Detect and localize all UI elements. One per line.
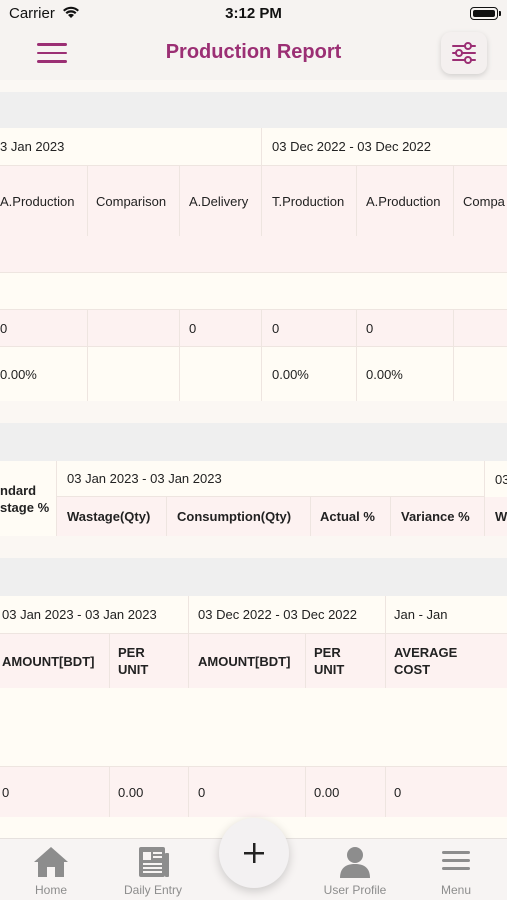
nav-user-profile[interactable]: User Profile: [312, 839, 398, 900]
status-bar: Carrier 3:12 PM: [0, 0, 507, 28]
column-header: ndard stage %: [0, 461, 57, 536]
app-header: Production Report: [0, 28, 507, 80]
header-line: PER: [314, 645, 341, 660]
table3-blank-row: [0, 688, 507, 766]
value-cell: 0: [262, 310, 357, 346]
column-header: Comparison: [88, 166, 180, 236]
table3-period-row: 03 Jan 2023 - 03 Jan 2023 03 Dec 2022 - …: [0, 596, 507, 633]
percent-cell: [180, 347, 262, 401]
column-header: PER UNIT: [306, 634, 386, 688]
nav-label: Daily Entry: [123, 883, 182, 897]
nav-daily-entry[interactable]: Daily Entry: [112, 839, 194, 900]
percent-cell: 0.00%: [0, 347, 88, 401]
column-header: Consumption(Qty): [167, 497, 311, 536]
column-header: Actual %: [311, 497, 391, 536]
spacer: [0, 536, 507, 558]
period-cell: 03 Jan 2023 - 03 Jan 2023: [0, 596, 189, 633]
header-line: AVERAGE: [394, 645, 458, 660]
table2-column-row: Wastage(Qty) Consumption(Qty) Actual % V…: [57, 497, 507, 536]
plus-icon: [244, 843, 264, 863]
column-header: Compa: [463, 193, 505, 209]
value-cell: 0: [394, 784, 402, 800]
hamburger-icon[interactable]: [37, 43, 67, 63]
column-header: A.Production: [0, 166, 88, 236]
sliders-icon: [452, 42, 476, 64]
column-header: T.Production: [262, 166, 357, 236]
period-cell: 03: [495, 471, 507, 487]
table1-blank-row: [0, 236, 507, 272]
table-row: 0.00% 0.00% 0.00%: [0, 347, 507, 401]
period-cell: Jan - Jan: [394, 607, 448, 622]
nav-label: User Profile: [323, 883, 387, 897]
table-row: 0 0.00 0 0.00 0: [0, 767, 507, 817]
header-line: ndard: [0, 482, 37, 498]
value-cell: 0: [180, 310, 262, 346]
value-cell: 0: [0, 767, 110, 817]
nav-label: Menu: [440, 883, 472, 897]
column-header: A.Production: [357, 166, 454, 236]
percent-cell: 0.00%: [262, 347, 357, 401]
table3-header-row: AMOUNT[BDT] PER UNIT AMOUNT[BDT] PER UNI…: [0, 634, 507, 688]
table1-header-row: A.Production Comparison A.Delivery T.Pro…: [0, 166, 507, 236]
value-cell: 0: [357, 310, 454, 346]
table1-period-row: 3 Jan 2023 03 Dec 2022 - 03 Dec 2022: [0, 128, 507, 165]
section-band-2: [0, 423, 507, 461]
nav-home[interactable]: Home: [14, 839, 88, 900]
percent-cell: [88, 347, 180, 401]
filter-button[interactable]: [441, 32, 487, 74]
value-cell: [88, 310, 180, 346]
column-header: A.Delivery: [180, 166, 262, 236]
status-time: 3:12 PM: [225, 5, 282, 22]
header-line: COST: [394, 662, 431, 677]
header-line: UNIT: [118, 662, 149, 677]
header-line: UNIT: [314, 662, 345, 677]
column-header: PER UNIT: [110, 634, 189, 688]
header-line: PER: [118, 645, 145, 660]
period-cell: 03 Jan 2023 - 03 Jan 2023: [57, 461, 485, 497]
newspaper-icon: [139, 847, 169, 877]
value-cell: [454, 310, 507, 346]
column-header: AMOUNT[BDT]: [0, 634, 110, 688]
period-cell: 03 Dec 2022 - 03 Dec 2022: [272, 139, 431, 154]
page-title: Production Report: [165, 41, 342, 63]
user-icon: [340, 847, 370, 878]
column-header: AVERAGE COST: [386, 634, 507, 688]
spacer: [0, 401, 507, 423]
table-row: 0 0 0 0: [0, 310, 507, 346]
add-button[interactable]: [219, 818, 289, 888]
section-band-1: [0, 92, 507, 128]
nav-label: Home: [34, 883, 67, 897]
home-icon: [34, 847, 68, 877]
table1-blank-row: [0, 273, 507, 309]
column-header: AMOUNT[BDT]: [189, 634, 306, 688]
menu-icon: [442, 851, 470, 870]
value-cell: 0.00: [110, 767, 189, 817]
value-cell: 0: [189, 767, 306, 817]
percent-cell: 0.00%: [357, 347, 454, 401]
header-line: stage %: [0, 499, 50, 515]
period-cell: 03 Dec 2022 - 03 Dec 2022: [189, 596, 386, 633]
wifi-icon: [63, 6, 79, 18]
nav-menu[interactable]: Menu: [424, 839, 488, 900]
value-cell: 0: [0, 310, 88, 346]
column-header: Wastage(Qty): [57, 497, 167, 536]
battery-icon: [470, 7, 501, 20]
carrier-label: Carrier: [9, 5, 55, 22]
period-cell: 3 Jan 2023: [0, 128, 262, 165]
column-header: W: [495, 509, 507, 524]
value-cell: 0.00: [306, 767, 386, 817]
section-band-3: [0, 558, 507, 596]
spacer: [0, 80, 507, 92]
column-header: Variance %: [391, 497, 485, 536]
percent-cell: [454, 347, 507, 401]
